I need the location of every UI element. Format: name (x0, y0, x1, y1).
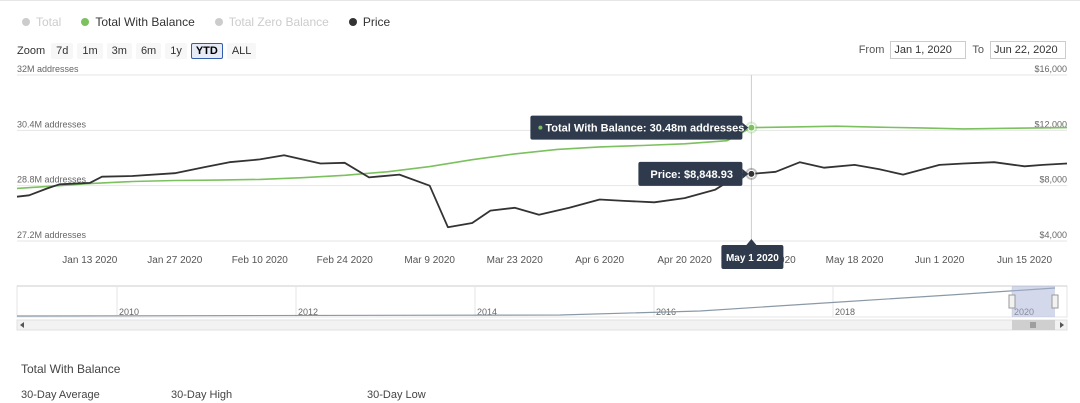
navigator-selection (1012, 286, 1055, 317)
x-tick-label: Jan 27 2020 (147, 255, 202, 266)
y-right-tick-label: $4,000 (1039, 230, 1067, 240)
y-right-tick-label: $12,000 (1034, 119, 1067, 129)
zoom-all-button[interactable]: ALL (226, 43, 257, 59)
y-left-tick-label: 32M addresses (17, 64, 79, 74)
legend-item-price[interactable]: Price (348, 15, 391, 29)
tooltip-pointer (742, 168, 749, 179)
y-right-tick-label: $8,000 (1039, 175, 1067, 185)
tooltip-label: Total With Balance: 30.48m addresses (545, 123, 744, 135)
data-point (747, 169, 756, 178)
navigator-tick-label: 2014 (477, 307, 497, 317)
stats-title: Total With Balance (21, 362, 121, 376)
zoom-6m-button[interactable]: 6m (135, 43, 162, 59)
series-line-total-with-balance (16, 125, 1068, 190)
top-divider (0, 0, 1080, 1)
legend: Total Total With Balance Total Zero Bala… (22, 15, 390, 29)
legend-dot-icon (214, 18, 223, 26)
x-tick-label: Apr 20 2020 (657, 255, 712, 266)
legend-item-total-zero-balance[interactable]: Total Zero Balance (214, 15, 329, 29)
zoom-7d-button[interactable]: 7d (51, 43, 74, 59)
zoom-3m-button[interactable]: 3m (106, 43, 132, 59)
x-tick-label: Jun 1 2020 (915, 255, 965, 266)
stat-30-day-high-label: 30-Day High (171, 389, 233, 401)
data-point (747, 123, 756, 132)
navigator-area (16, 285, 1068, 318)
legend-label: Price (362, 15, 391, 29)
line-chart: 32M addresses $16,000 30.4M addresses $12,0… (16, 64, 1068, 331)
navigator-series-line (16, 287, 1056, 317)
stat-30-day-average-label: 30-Day Average (21, 389, 100, 401)
y-left-tick-label: 28.8M addresses (17, 175, 87, 185)
crosshair-label-pointer (746, 239, 757, 245)
scrollbar-thumb (1012, 320, 1055, 330)
legend-dot-icon (348, 18, 357, 26)
legend-label: Total With Balance (95, 15, 195, 29)
series-line-price (16, 154, 1068, 229)
from-date-input[interactable] (890, 41, 967, 59)
tooltip-label: Price: $8,848.93 (650, 169, 733, 181)
legend-label: Total (36, 15, 62, 29)
scrollbar-track (16, 319, 1068, 331)
x-tick-label: Feb 24 2020 (317, 255, 374, 266)
x-tick-label: Mar 23 2020 (487, 255, 544, 266)
scroll-right-arrow-icon (1060, 322, 1064, 328)
x-tick-label: Feb 10 2020 (232, 255, 289, 266)
x-tick-label: Jan 13 2020 (62, 255, 117, 266)
zoom-bar: Zoom 7d 1m 3m 6m 1y YTD ALL (17, 43, 257, 59)
to-date-input[interactable] (990, 41, 1066, 59)
legend-item-total-with-balance[interactable]: Total With Balance (81, 15, 195, 29)
to-label: To (972, 44, 984, 56)
tooltip-box (530, 115, 743, 140)
legend-dot-icon (81, 18, 90, 26)
x-tick-label: Jun 15 2020 (997, 255, 1052, 266)
scrollbar-grip-icon (1030, 322, 1036, 328)
x-tick-label: Mar 9 2020 (404, 255, 455, 266)
navigator-tick-label: 2012 (298, 307, 318, 317)
legend-label: Total Zero Balance (228, 15, 329, 29)
x-tick-label: May 18 2020 (826, 255, 884, 266)
stat-30-day-low-label: 30-Day Low (367, 389, 426, 401)
date-range: From To (859, 41, 1066, 59)
crosshair-label-box (721, 245, 784, 269)
tooltip-box (638, 161, 743, 186)
legend-item-total[interactable]: Total (22, 15, 61, 29)
x-tick-label: Apr 6 2020 (575, 255, 624, 266)
scroll-left-arrow-icon (20, 322, 24, 328)
tooltip-pointer (742, 122, 749, 133)
crosshair-date-label: May 1 2020 (726, 253, 779, 264)
legend-dot-icon (22, 18, 30, 26)
y-left-tick-label: 27.2M addresses (17, 230, 87, 240)
zoom-label: Zoom (17, 45, 46, 57)
navigator-right-handle (1051, 294, 1059, 309)
y-right-tick-label: $16,000 (1034, 64, 1067, 74)
zoom-ytd-button[interactable]: YTD (190, 43, 223, 59)
tooltip-dot-icon (538, 125, 543, 130)
navigator-left-handle (1008, 294, 1016, 309)
y-left-tick-label: 30.4M addresses (17, 119, 87, 129)
navigator-tick-label: 2018 (835, 307, 855, 317)
from-label: From (858, 44, 885, 56)
zoom-1m-button[interactable]: 1m (77, 43, 103, 59)
zoom-1y-button[interactable]: 1y (165, 43, 187, 59)
navigator-tick-label: 2010 (119, 307, 139, 317)
